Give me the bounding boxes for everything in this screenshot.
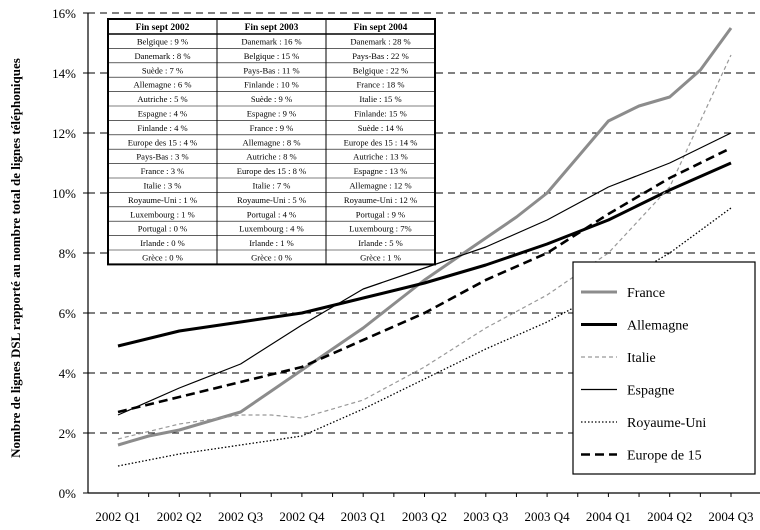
x-tick-label: 2004 Q3 xyxy=(708,509,753,524)
y-tick-label: 16% xyxy=(52,6,76,21)
legend-label: Allemagne xyxy=(627,319,688,334)
table-cell: Danemark : 16 % xyxy=(241,37,301,47)
legend-label: France xyxy=(627,286,665,301)
axes: 0% 2% 4% 6% 8% 10% 12% 14% 16% 2002 Q1 2002 Q2 2002… xyxy=(52,6,760,524)
table-cell: Royaume-Uni : 1 % xyxy=(128,195,197,205)
table-frame xyxy=(107,18,436,266)
table-cell: France : 18 % xyxy=(357,80,405,90)
table-cell: Italie : 15 % xyxy=(359,94,401,104)
x-tick-label: 2004 Q1 xyxy=(586,509,631,524)
table-cell: Irlande : 0 % xyxy=(140,238,185,248)
table-cell: Irlande : 5 % xyxy=(358,238,403,248)
series-line-italie xyxy=(117,54,732,440)
legend-frame xyxy=(572,261,756,475)
table-cell: Danemark : 28 % xyxy=(350,37,410,47)
legend-label: Europe de 15 xyxy=(627,449,702,464)
table-cell: Italie : 7 % xyxy=(253,181,291,191)
table-cell: Grèce : 0 % xyxy=(142,253,183,263)
table-cell: Espagne : 9 % xyxy=(247,109,296,119)
series-line-allemagne xyxy=(117,161,732,348)
legend-label: Italie xyxy=(627,351,656,366)
table-cell: Europe des 15 : 4 % xyxy=(128,137,197,147)
table-cell: France : 9 % xyxy=(250,123,294,133)
y-tick-label: 6% xyxy=(59,306,77,321)
series-line-france xyxy=(117,27,733,447)
y-tick-label: 0% xyxy=(59,486,77,501)
table-cell: Europe des 15 : 8 % xyxy=(237,166,306,176)
table-cell: Royaume-Uni : 5 % xyxy=(237,195,306,205)
x-tick-label: 2002 Q2 xyxy=(157,509,202,524)
y-axis-label: Nombre de lignes DSL rapporté au nombre … xyxy=(8,58,23,458)
legend-label: Espagne xyxy=(627,384,674,399)
table-cell: Autriche : 13 % xyxy=(353,152,408,162)
table-cell: Pays-Bas : 22 % xyxy=(352,51,409,61)
table-header: Fin sept 2004 xyxy=(354,23,408,33)
table-cell: Allemagne : 6 % xyxy=(134,80,192,90)
table-cell: Portugal : 4 % xyxy=(247,209,296,219)
table-cell: Autriche : 5 % xyxy=(137,94,187,104)
table-cell: Belgique : 22 % xyxy=(353,65,409,75)
table-cell: Grèce : 0 % xyxy=(251,253,292,263)
y-tick-label: 8% xyxy=(59,246,77,261)
table-cell: Espagne : 4 % xyxy=(138,109,187,119)
table-cell: Royaume-Uni : 12 % xyxy=(344,195,417,205)
table-cell: Luxembourg : 1 % xyxy=(130,209,195,219)
x-tick-label: 2003 Q2 xyxy=(402,509,447,524)
y-tick-label: 10% xyxy=(52,186,76,201)
table-cell: Autriche : 8 % xyxy=(246,152,296,162)
table-cell: Belgique : 9 % xyxy=(137,37,188,47)
x-tick-label: 2003 Q4 xyxy=(525,509,571,524)
table-cell: Portugal : 9 % xyxy=(356,209,405,219)
table-cell: Belgique : 15 % xyxy=(244,51,300,61)
table-cell: Suède : 9 % xyxy=(251,94,292,104)
table-cell: Luxembourg : 7% xyxy=(349,224,411,234)
table-cell: Pays-Bas : 11 % xyxy=(243,65,299,75)
x-tick-label: 2003 Q3 xyxy=(463,509,508,524)
table-cell: Allemagne : 12 % xyxy=(349,181,411,191)
table-cell: Italie : 3 % xyxy=(144,181,182,191)
table-cell: France : 3 % xyxy=(141,166,185,176)
table-header: Fin sept 2003 xyxy=(245,23,299,33)
series-line-espagne xyxy=(117,132,732,416)
ranking-table: Fin sept 2002 Belgique : 9 % Danemark : 8 … xyxy=(107,18,436,266)
table-cell: Danemark : 8 % xyxy=(134,51,190,61)
table-cell: Espagne : 13 % xyxy=(354,166,408,176)
legend-label: Royaume-Uni xyxy=(627,416,706,431)
table-cell: Finlande : 10 % xyxy=(244,80,299,90)
table-header: Fin sept 2002 xyxy=(136,23,190,33)
x-tick-label: 2003 Q1 xyxy=(341,509,386,524)
x-tick-label: 2004 Q2 xyxy=(647,509,692,524)
table-cell: Grèce : 1 % xyxy=(360,253,401,263)
table-cell: Portugal : 0 % xyxy=(138,224,187,234)
table-cell: Finlande : 4 % xyxy=(137,123,187,133)
table-cell: Pays-Bas : 3 % xyxy=(136,152,188,162)
table-cell: Suède : 7 % xyxy=(142,65,183,75)
x-tick-label: 2002 Q4 xyxy=(279,509,325,524)
table-cell: Europe des 15 : 14 % xyxy=(344,137,418,147)
series-lines xyxy=(117,27,733,467)
y-tick-label: 4% xyxy=(59,366,77,381)
table-cell: Luxembourg : 4 % xyxy=(239,224,304,234)
series-line-europe-de-15 xyxy=(117,146,732,414)
table-cell: Allemagne : 8 % xyxy=(243,137,301,147)
table-cell: Suède : 14 % xyxy=(358,123,404,133)
x-tick-label: 2002 Q1 xyxy=(95,509,140,524)
table-cell: Finlande: 15 % xyxy=(354,109,407,119)
table-cell: Irlande : 1 % xyxy=(249,238,294,248)
x-tick-label: 2002 Q3 xyxy=(218,509,263,524)
legend: France Allemagne Italie Espagne Royaume-Uni E… xyxy=(572,261,756,475)
y-tick-label: 2% xyxy=(59,426,77,441)
y-tick-label: 14% xyxy=(52,66,76,81)
y-tick-label: 12% xyxy=(52,126,76,141)
